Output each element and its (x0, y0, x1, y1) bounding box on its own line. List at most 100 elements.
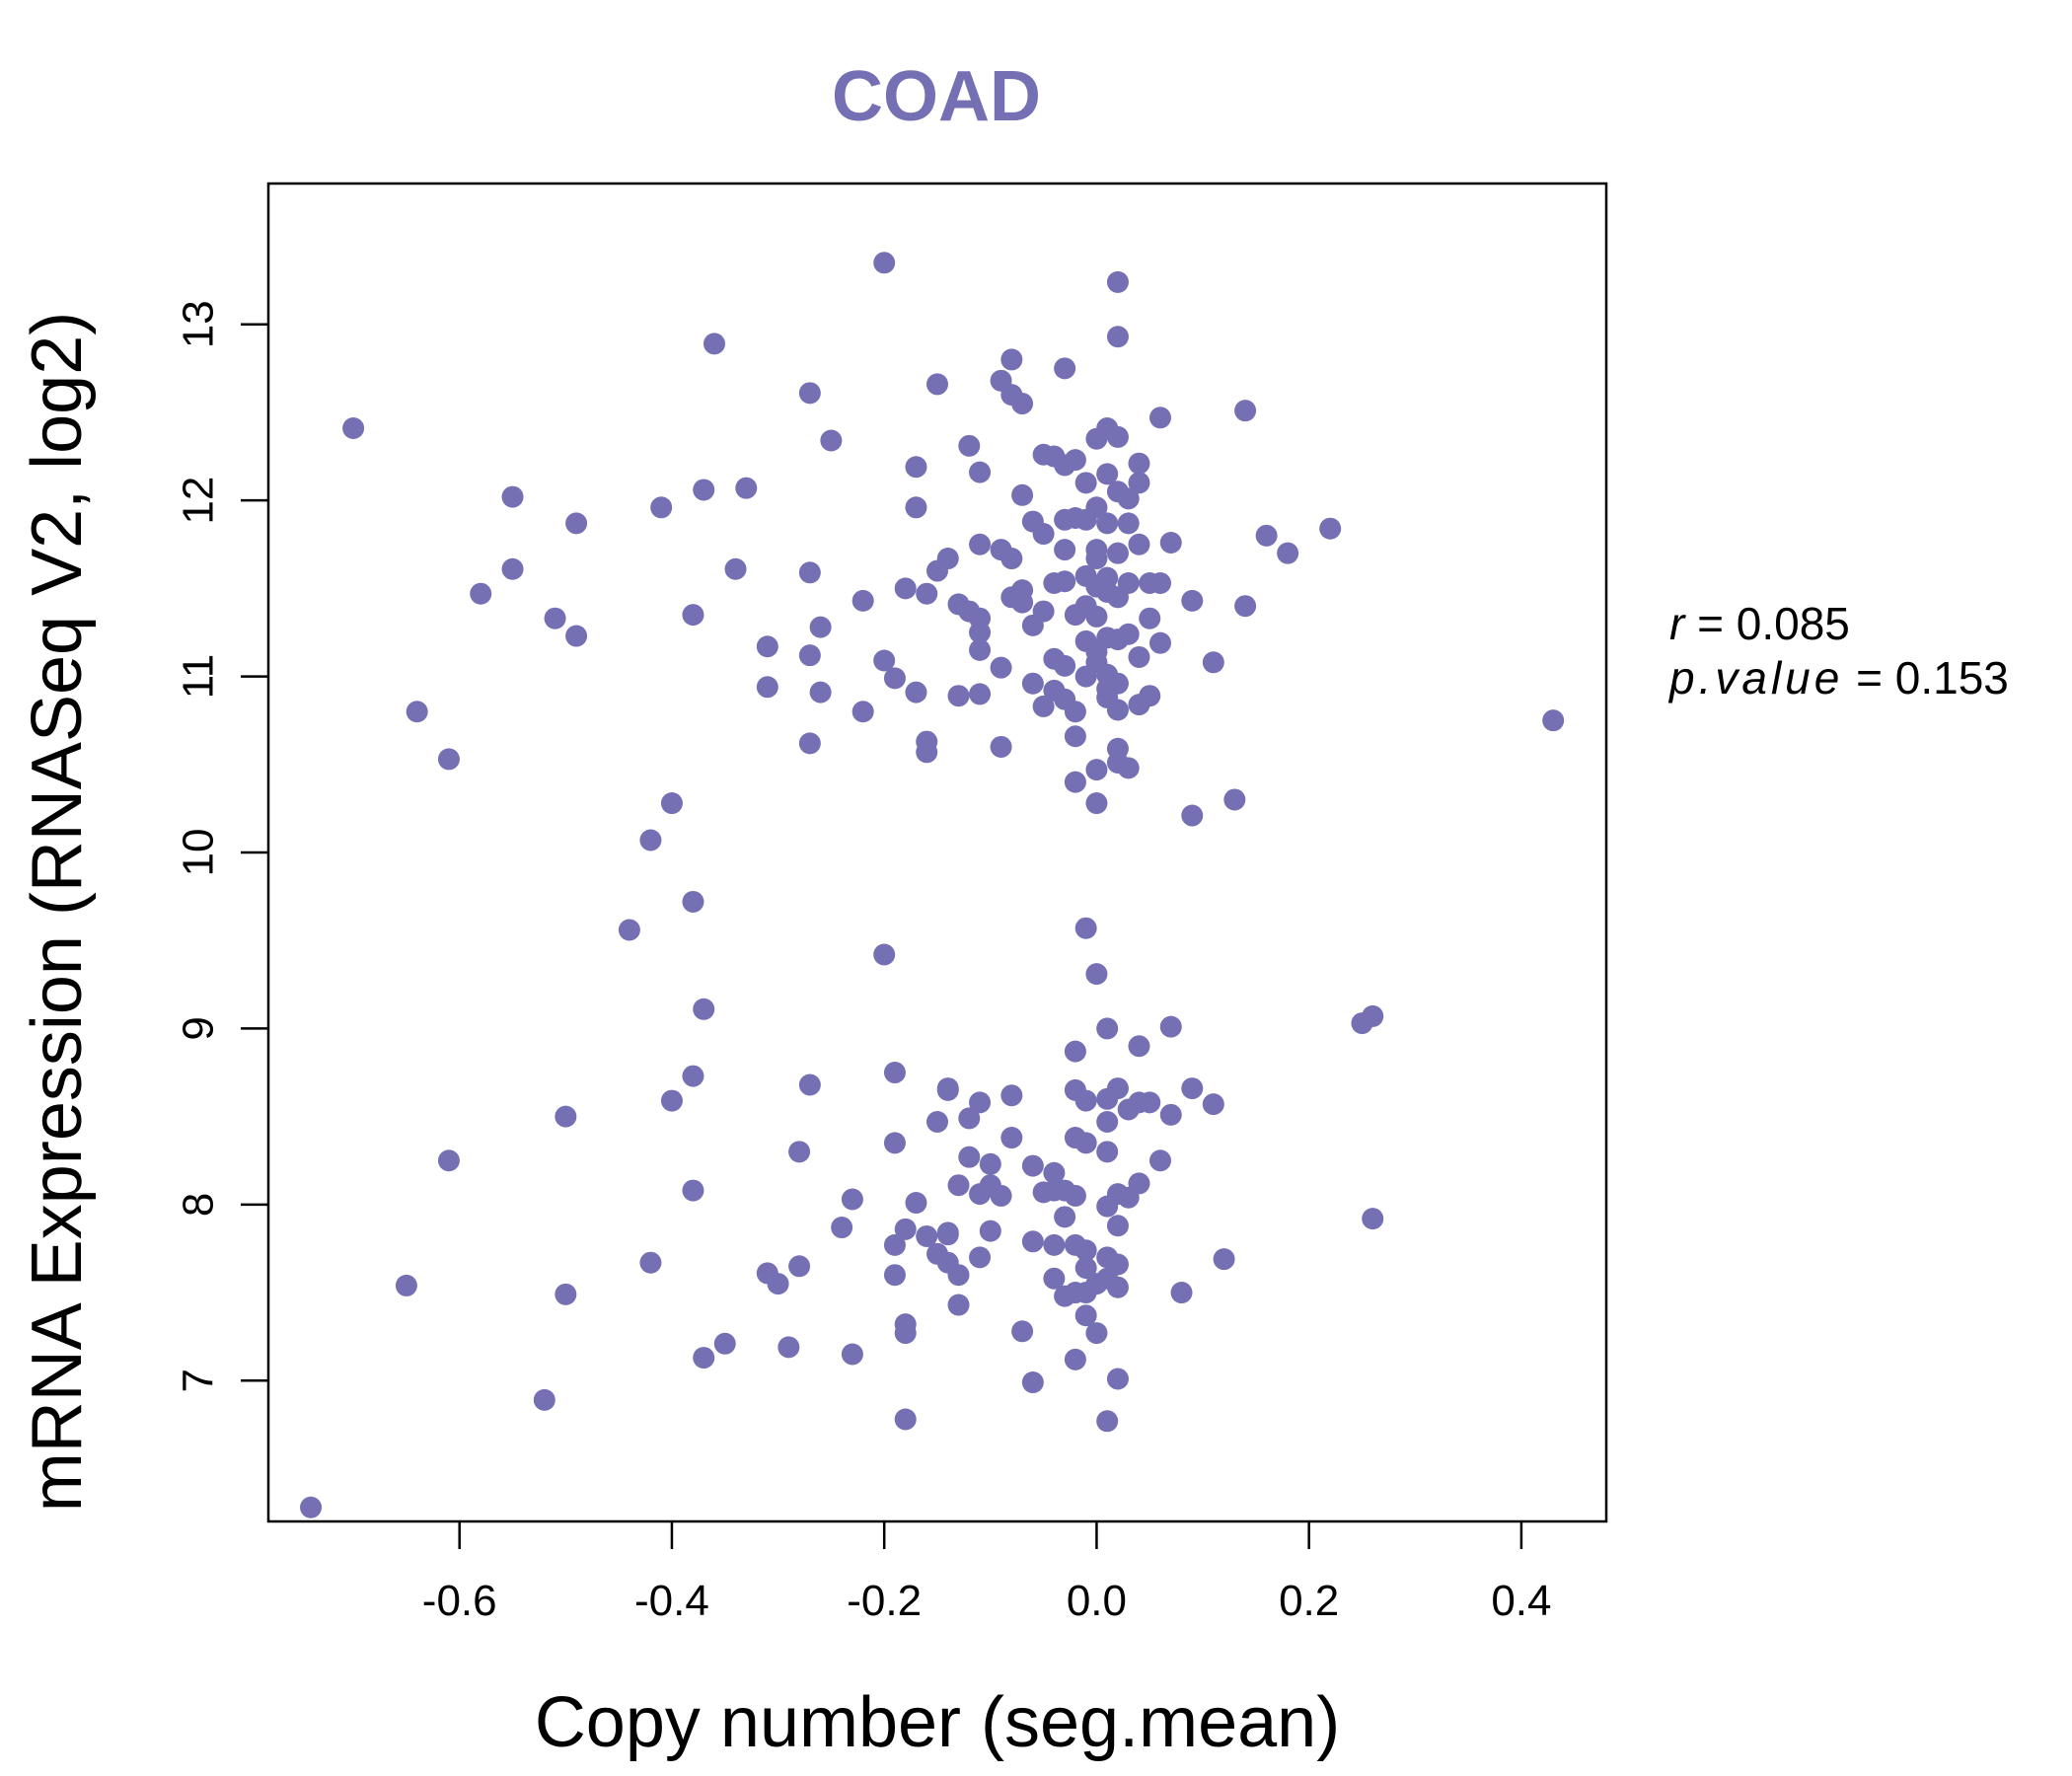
data-point (660, 1089, 683, 1112)
data-point (926, 1110, 948, 1133)
data-point (1149, 631, 1171, 654)
data-point (1096, 463, 1119, 485)
data-point (958, 1107, 981, 1130)
data-point (894, 577, 917, 600)
data-point (1064, 1040, 1086, 1063)
data-point (1000, 548, 1023, 570)
data-point (1064, 725, 1086, 748)
data-point (682, 604, 704, 627)
data-point (947, 1174, 970, 1197)
data-point (1149, 407, 1171, 429)
data-point (851, 701, 874, 723)
data-point (756, 676, 778, 699)
data-point (926, 373, 948, 396)
data-point (905, 456, 927, 479)
data-point (1096, 1410, 1119, 1433)
data-point (936, 1078, 959, 1101)
data-point (947, 1294, 970, 1316)
y-tick-label: 7 (175, 1369, 223, 1392)
data-point (565, 625, 588, 647)
stat-r: r = 0.085 (1669, 598, 1850, 649)
data-point (798, 382, 821, 405)
plot-area: -0.6 -0.4 -0.2 0.0 0.2 0.4 7 8 9 10 11 12 13 (175, 182, 1608, 1625)
data-point (1096, 512, 1119, 535)
x-tick-label: 0.2 (1279, 1577, 1339, 1625)
data-point (809, 681, 832, 703)
data-point (300, 1496, 323, 1518)
data-point (969, 533, 992, 555)
data-point (969, 621, 992, 643)
data-point (883, 1132, 906, 1154)
data-point (1011, 1320, 1034, 1343)
data-point (841, 1188, 863, 1211)
data-point (1106, 425, 1129, 448)
data-point (894, 1313, 917, 1336)
data-point (703, 333, 725, 355)
data-point (1234, 400, 1257, 422)
data-point (916, 582, 938, 605)
data-point (1021, 1371, 1044, 1394)
data-point (1085, 548, 1108, 570)
data-point (1085, 792, 1108, 815)
data-point (969, 1246, 992, 1269)
data-point (1032, 523, 1055, 546)
y-tick-label: 9 (175, 1016, 223, 1040)
data-point (1117, 512, 1140, 535)
data-point (1096, 566, 1119, 589)
data-point (1000, 1084, 1023, 1107)
data-point (1064, 771, 1086, 793)
data-point (979, 1220, 1001, 1242)
data-point (618, 919, 640, 941)
data-point (1106, 1253, 1129, 1276)
data-point (682, 890, 704, 913)
data-point (724, 557, 747, 580)
data-point (831, 1217, 853, 1239)
data-point (1032, 600, 1055, 623)
data-point (1106, 1276, 1129, 1298)
data-point (1139, 607, 1161, 629)
data-point (1234, 595, 1257, 618)
data-point (555, 1283, 577, 1305)
data-point (883, 1062, 906, 1084)
data-point (1096, 1110, 1119, 1133)
data-point (990, 1184, 1012, 1207)
data-point (1011, 591, 1034, 614)
x-axis-title: Copy number (seg.mean) (535, 1683, 1340, 1762)
data-point (1139, 685, 1161, 707)
data-point (1362, 1208, 1384, 1230)
data-point (1128, 452, 1150, 475)
data-point (969, 683, 992, 705)
data-point (1043, 1267, 1066, 1290)
data-point (841, 1343, 863, 1366)
data-point (1106, 270, 1129, 293)
data-point (788, 1141, 811, 1163)
data-point (1128, 472, 1150, 494)
data-point (1106, 672, 1129, 695)
data-point (544, 607, 566, 629)
y-tick-label: 8 (175, 1193, 223, 1217)
data-point (682, 1065, 704, 1087)
data-point (798, 644, 821, 667)
data-point (1223, 788, 1246, 811)
data-point (1054, 1206, 1076, 1228)
data-point (851, 589, 874, 612)
data-point (1128, 645, 1150, 668)
data-point (1106, 1215, 1129, 1237)
data-point (1085, 963, 1108, 986)
data-point (1149, 572, 1171, 595)
data-point (916, 1224, 938, 1247)
data-point (1085, 759, 1108, 781)
data-point (437, 748, 460, 771)
data-point (342, 417, 365, 440)
data-point (395, 1274, 417, 1296)
data-point (1181, 589, 1204, 612)
data-point (916, 741, 938, 764)
data-point (777, 1336, 800, 1359)
data-point (1043, 1233, 1066, 1256)
data-point (894, 1218, 917, 1240)
data-point (533, 1388, 555, 1411)
data-point (1106, 699, 1129, 721)
data-point (1170, 1282, 1193, 1304)
data-point (660, 792, 683, 815)
